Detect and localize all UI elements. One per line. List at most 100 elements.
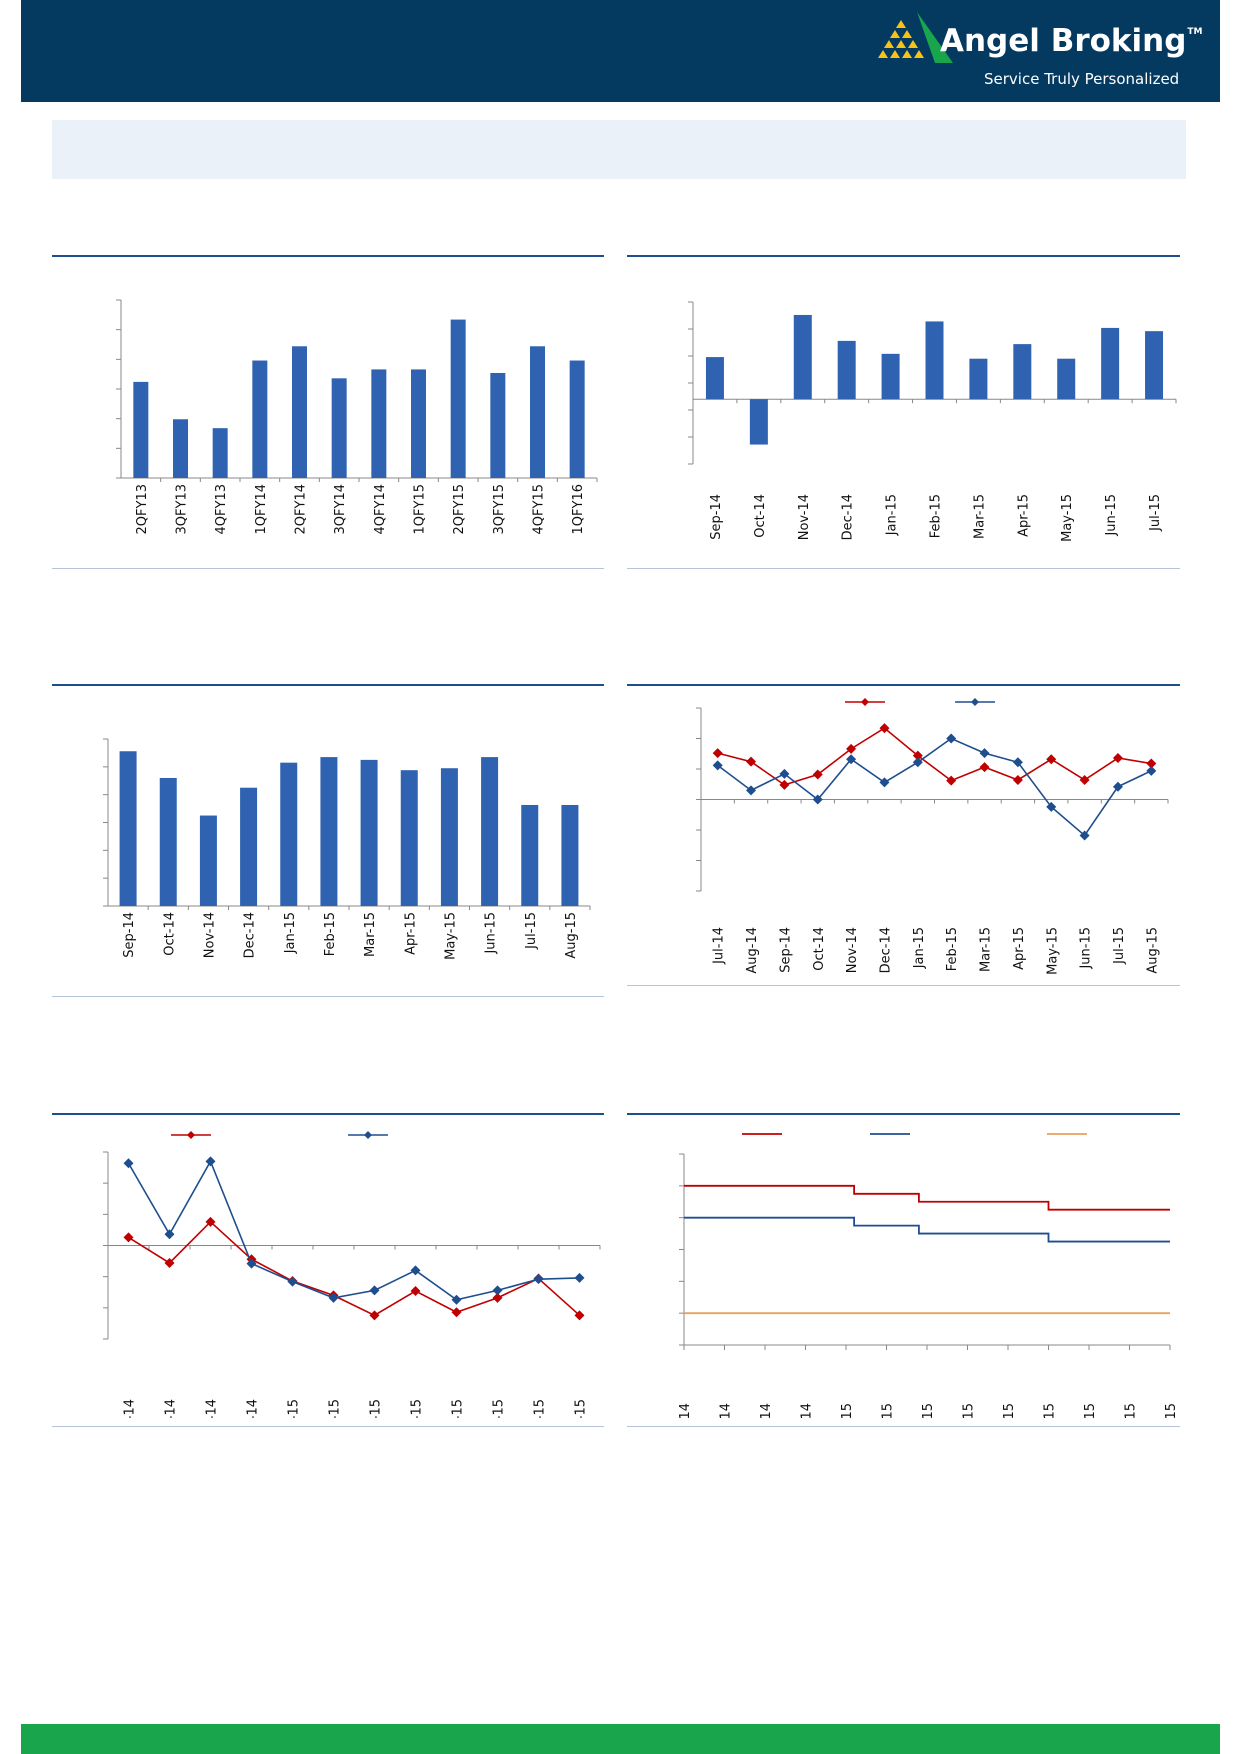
data-point [879,777,890,788]
data-point [846,743,857,754]
x-tick-label: Oct-14 [164,1399,179,1418]
x-tick-label: Jan-15 [287,1399,302,1418]
x-tick-label: Oct-14 [812,927,827,971]
data-point [451,1307,462,1318]
brand-name: Angel BrokingTM [940,23,1203,59]
x-tick-label: 4QFY14 [373,484,388,534]
x-tick-label: Aug-15 [564,912,579,959]
data-point [746,785,757,796]
data-point [205,1156,216,1167]
data-point [1012,774,1023,785]
data-point [779,779,790,790]
bar [481,757,499,906]
x-tick-label: Aug-15 [574,1399,589,1418]
data-point [574,1310,585,1321]
data-point [574,1272,585,1283]
data-point [492,1285,503,1296]
x-tick-label: 3QFY13 [175,484,190,534]
x-tick-label: Nov-14 [759,1403,774,1418]
bar [521,804,539,906]
x-tick-label: 1QFY15 [413,484,428,534]
x-tick-label: Feb-15 [323,912,338,956]
angel-logo-icon [878,12,953,63]
series-line [127,1159,580,1301]
x-tick-label: 1QFY14 [254,484,269,534]
bar [119,751,137,906]
bar [705,357,724,400]
bar [1145,331,1164,400]
bar [400,770,418,906]
x-tick-label: Aug-15 [1124,1403,1139,1418]
x-tick-label: Sep-15 [1164,1403,1179,1418]
x-tick-label: 1QFY16 [571,484,586,534]
data-point [812,794,823,805]
chart-5-line: Sep-14 Oct-14 Nov-14 Dec-14 Jan-15 Feb-15 Mar-… [103,1131,601,1418]
data-point [492,1292,503,1303]
x-tick-label: Nov-14 [205,1399,220,1418]
data-point [369,1285,380,1296]
data-point [410,1265,421,1276]
chart-6-step: Sep-14 Oct-14 Nov-14 Dec-14 Jan-15 Feb-15 Mar-… [678,1133,1179,1418]
bar [320,757,338,906]
bar [240,787,258,906]
x-tick-label: 4QFY13 [214,484,229,534]
x-tick-label: Sep-14 [123,1399,138,1418]
header-bar [21,0,1220,102]
x-tick-label: Sep-14 [678,1403,693,1418]
x-tick-label: May-15 [1060,494,1075,542]
x-tick-label: Feb-15 [945,927,960,971]
data-point [369,1310,380,1321]
x-tick-label: Dec-14 [243,912,258,958]
bar [159,777,177,906]
x-tick-label: Jul-15 [524,912,539,950]
data-point [1112,753,1123,764]
x-tick-label: Dec-14 [246,1399,261,1418]
data-point [410,1286,421,1297]
x-tick-label: Jan-15 [885,494,900,536]
data-point [712,760,723,771]
x-tick-label: Aug-15 [1145,927,1160,974]
x-tick-label: Jan-15 [912,927,927,969]
section-rule [52,996,604,997]
bar [331,378,347,478]
series-line [717,727,1152,786]
series-line [717,737,1152,837]
series-line [684,1184,1170,1211]
x-tick-label: Jun-15 [1104,494,1119,537]
data-point [861,698,869,706]
bar [490,372,506,478]
x-tick-label: May-15 [1002,1403,1017,1418]
data-point [533,1274,544,1285]
bar [569,360,585,478]
x-tick-label: Mar-15 [363,912,378,957]
data-point [187,1131,195,1139]
data-point [328,1292,339,1303]
data-point [912,757,923,768]
x-tick-label: Apr-15 [403,912,418,955]
x-tick-label: Jun-15 [484,912,499,955]
data-point [1012,757,1023,768]
bar [371,369,387,478]
x-tick-label: Oct-14 [719,1403,734,1418]
data-point [946,775,957,786]
x-tick-label: Jul-14 [712,927,727,965]
section-rule [52,1113,604,1115]
data-point [164,1229,175,1240]
bar [199,815,217,906]
x-tick-label: May-15 [1045,927,1060,975]
bar [212,428,228,478]
data-point [879,723,890,734]
bar [530,346,545,478]
section-rule [627,1113,1180,1115]
x-tick-label: Jul-15 [1083,1403,1098,1418]
data-point [779,768,790,779]
x-tick-label: May-15 [443,912,458,960]
x-tick-label: Feb-15 [328,1399,343,1418]
data-point [846,754,857,765]
bar [280,762,298,906]
chart-4-line: Jul-14 Aug-14 Sep-14 Oct-14 Nov-14 Dec-14 Jan-… [696,698,1169,975]
bar [1101,327,1120,400]
footer-bar [21,1724,1220,1754]
section-rule [627,255,1180,257]
x-tick-label: Sep-14 [778,927,793,973]
